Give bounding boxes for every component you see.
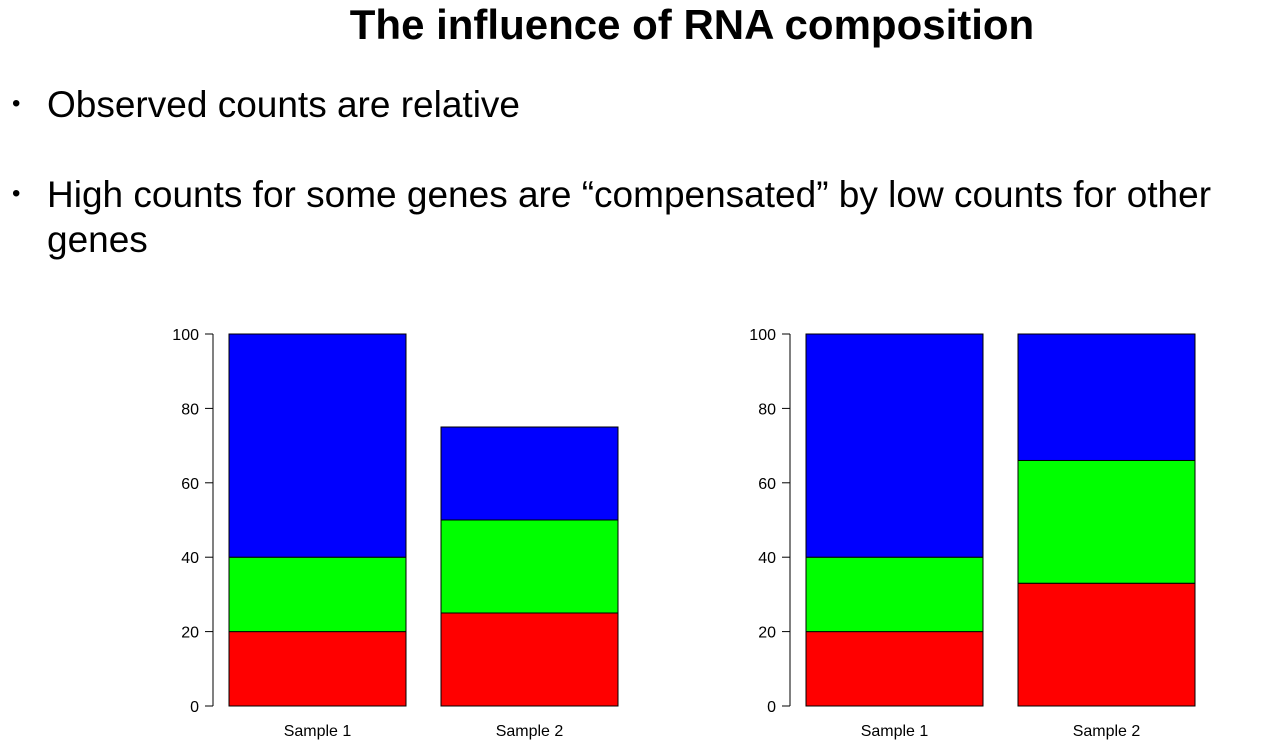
bar-segment bbox=[1017, 459, 1196, 584]
bar-segment bbox=[1017, 333, 1196, 461]
y-tick-label: 100 bbox=[172, 327, 199, 344]
y-tick-label: 80 bbox=[181, 401, 199, 418]
y-tick-label: 40 bbox=[758, 550, 776, 567]
bar-segment bbox=[805, 631, 984, 707]
y-tick-label: 60 bbox=[181, 476, 199, 493]
y-tick-label: 100 bbox=[749, 327, 776, 344]
bar-segment bbox=[440, 519, 619, 614]
bar-segment bbox=[805, 333, 984, 558]
slide-title: The influence of RNA composition bbox=[349, 1, 1035, 48]
y-tick-label: 40 bbox=[181, 550, 199, 567]
x-category-label: Sample 2 bbox=[1073, 723, 1141, 740]
y-tick-label: 0 bbox=[190, 699, 199, 716]
y-tick-label: 0 bbox=[767, 699, 776, 716]
bullet-list: • Observed counts are relative • High co… bbox=[0, 0, 1282, 300]
x-category-label: Sample 2 bbox=[496, 723, 564, 740]
x-category-label: Sample 1 bbox=[284, 723, 352, 740]
bar-segment bbox=[228, 631, 407, 707]
x-category-label: Sample 1 bbox=[861, 723, 929, 740]
y-tick-label: 60 bbox=[758, 476, 776, 493]
bar-segment bbox=[1017, 582, 1196, 707]
bar-segment bbox=[440, 426, 619, 521]
bullet-marker: • bbox=[12, 90, 21, 117]
y-tick-label: 80 bbox=[758, 401, 776, 418]
bullet-text: Observed counts are relative bbox=[47, 84, 521, 125]
bar-segment bbox=[228, 333, 407, 558]
bar-segment bbox=[805, 556, 984, 633]
y-tick-label: 20 bbox=[758, 625, 776, 642]
bullet-marker: • bbox=[12, 180, 21, 207]
bullet-text: High counts for some genes are “compensa… bbox=[47, 174, 1212, 260]
y-tick-label: 20 bbox=[181, 625, 199, 642]
